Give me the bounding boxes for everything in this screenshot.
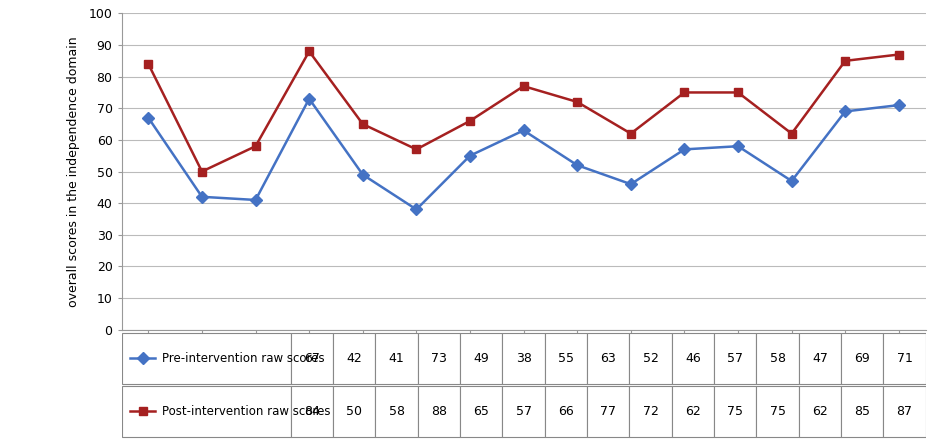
Bar <box>798 333 841 384</box>
Pre-intervention raw scores <box>357 172 368 177</box>
Post-intervention raw scores <box>732 90 743 95</box>
Post-intervention raw scores <box>571 99 583 105</box>
Text: 41: 41 <box>389 352 405 365</box>
Text: 47: 47 <box>812 352 827 365</box>
Bar <box>629 333 671 384</box>
Post-intervention raw scores <box>196 169 208 174</box>
Text: 57: 57 <box>727 352 743 365</box>
Text: 58: 58 <box>770 352 785 365</box>
Post-intervention raw scores <box>626 131 637 136</box>
Text: 38: 38 <box>516 352 531 365</box>
Bar <box>671 333 714 384</box>
Text: 65: 65 <box>473 405 489 418</box>
Post-intervention raw scores <box>465 118 476 124</box>
Bar <box>502 333 545 384</box>
Bar <box>460 333 502 384</box>
Pre-intervention raw scores <box>250 197 261 202</box>
Pre-intervention raw scores <box>571 163 583 168</box>
Pre-intervention raw scores <box>626 181 637 187</box>
Bar <box>629 386 671 437</box>
Bar <box>884 386 926 437</box>
Bar <box>841 386 884 437</box>
Text: 75: 75 <box>727 405 743 418</box>
Text: 66: 66 <box>558 405 574 418</box>
Pre-intervention raw scores <box>143 115 154 120</box>
Bar <box>418 333 460 384</box>
Bar <box>587 333 629 384</box>
Pre-intervention raw scores <box>304 96 315 101</box>
Text: 52: 52 <box>642 352 658 365</box>
Bar <box>376 333 418 384</box>
Text: 57: 57 <box>515 405 532 418</box>
Pre-intervention raw scores <box>732 143 743 149</box>
Text: 50: 50 <box>346 405 363 418</box>
Bar <box>884 333 926 384</box>
Bar <box>841 333 884 384</box>
Post-intervention raw scores <box>786 131 798 136</box>
Post-intervention raw scores <box>679 90 690 95</box>
Bar <box>714 333 756 384</box>
Text: 42: 42 <box>347 352 362 365</box>
Post-intervention raw scores <box>143 61 154 67</box>
Bar <box>756 333 798 384</box>
Pre-intervention raw scores <box>679 147 690 152</box>
Text: 58: 58 <box>389 405 405 418</box>
Bar <box>798 386 841 437</box>
Text: 67: 67 <box>304 352 320 365</box>
Text: Pre-intervention raw scores: Pre-intervention raw scores <box>162 352 324 365</box>
Text: 63: 63 <box>600 352 616 365</box>
Pre-intervention raw scores <box>893 102 904 108</box>
Text: 72: 72 <box>642 405 658 418</box>
Bar <box>714 386 756 437</box>
Text: 46: 46 <box>685 352 700 365</box>
Text: 85: 85 <box>855 405 870 418</box>
Bar <box>587 386 629 437</box>
Bar <box>291 386 333 437</box>
Post-intervention raw scores <box>410 147 422 152</box>
Bar <box>333 386 376 437</box>
Bar <box>502 386 545 437</box>
Post-intervention raw scores <box>893 52 904 57</box>
Text: 49: 49 <box>473 352 489 365</box>
Bar <box>756 386 798 437</box>
Bar <box>460 386 502 437</box>
Post-intervention raw scores <box>304 49 315 54</box>
Text: 55: 55 <box>558 352 574 365</box>
Text: 69: 69 <box>855 352 870 365</box>
Bar <box>545 333 587 384</box>
Text: 88: 88 <box>431 405 447 418</box>
Pre-intervention raw scores <box>518 128 529 133</box>
Pre-intervention raw scores <box>840 109 851 114</box>
Pre-intervention raw scores <box>465 153 476 158</box>
Text: Post-intervention raw scores: Post-intervention raw scores <box>162 405 330 418</box>
Text: 75: 75 <box>770 405 785 418</box>
Line: Pre-intervention raw scores: Pre-intervention raw scores <box>144 95 903 214</box>
Y-axis label: overall scores in the independence domain: overall scores in the independence domai… <box>67 36 80 307</box>
Bar <box>122 386 291 437</box>
Text: 77: 77 <box>600 405 616 418</box>
Text: 62: 62 <box>685 405 700 418</box>
Text: 73: 73 <box>431 352 447 365</box>
Line: Post-intervention raw scores: Post-intervention raw scores <box>144 47 903 176</box>
Post-intervention raw scores <box>518 84 529 89</box>
Pre-intervention raw scores <box>196 194 208 199</box>
Bar <box>291 333 333 384</box>
Bar <box>418 386 460 437</box>
Pre-intervention raw scores <box>410 207 422 212</box>
Text: 62: 62 <box>812 405 827 418</box>
Bar <box>671 386 714 437</box>
Text: 84: 84 <box>304 405 320 418</box>
Post-intervention raw scores <box>250 143 261 149</box>
Text: 87: 87 <box>897 405 913 418</box>
Text: 71: 71 <box>897 352 913 365</box>
Bar <box>545 386 587 437</box>
Bar <box>333 333 376 384</box>
Pre-intervention raw scores <box>786 178 798 184</box>
Post-intervention raw scores <box>357 122 368 127</box>
Bar <box>122 333 291 384</box>
Bar <box>376 386 418 437</box>
Post-intervention raw scores <box>840 58 851 63</box>
